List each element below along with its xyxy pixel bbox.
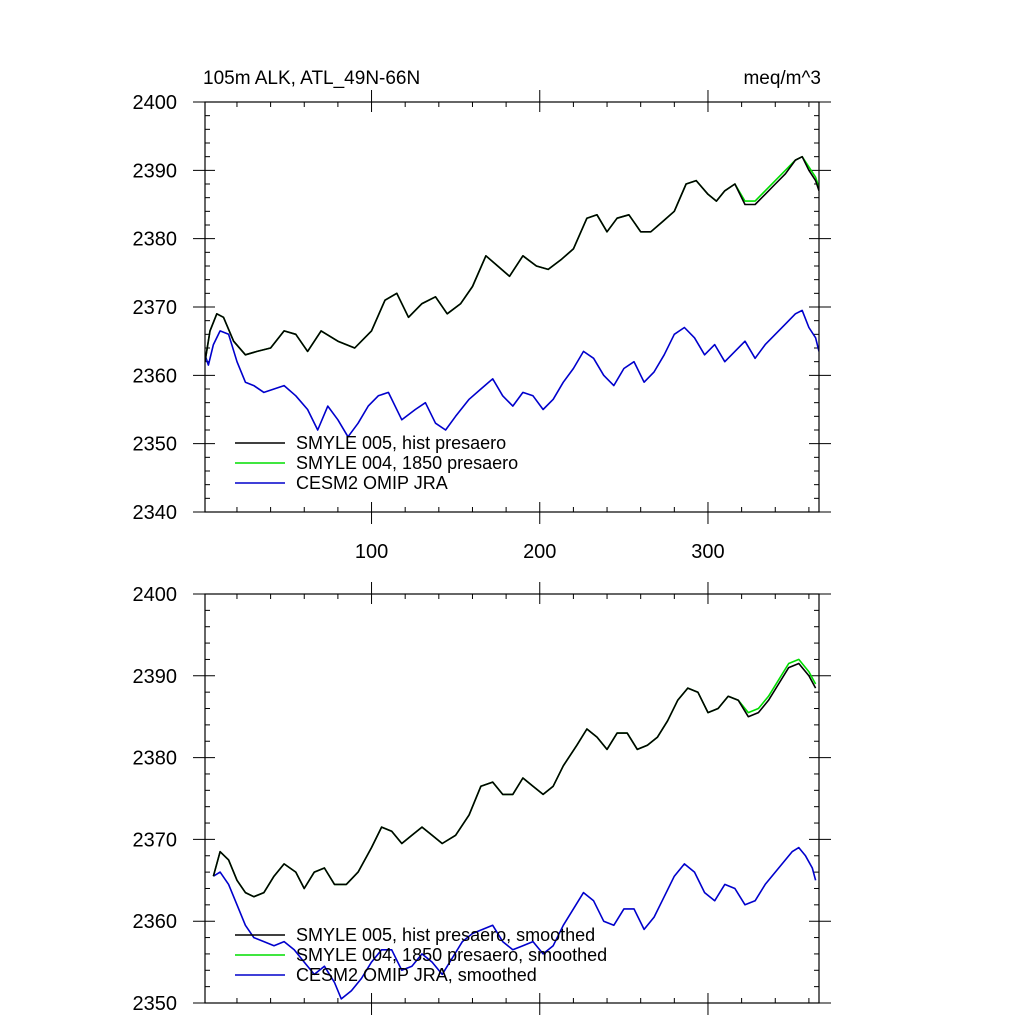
y-tick-label: 2350: [133, 434, 178, 456]
series-line-2: [212, 658, 817, 898]
series-line-1: [205, 155, 819, 362]
y-tick-label: 2390: [133, 160, 178, 182]
y-tick-label: 2400: [133, 584, 178, 606]
series-lines: [205, 155, 819, 438]
y-tick-label: 2370: [133, 297, 178, 319]
units-label: meq/m^3: [743, 68, 821, 89]
series-line-2: [205, 155, 819, 362]
y-tick-label: 2400: [133, 92, 178, 114]
y-tick-label: 2350: [133, 993, 178, 1015]
legend-label: SMYLE 004, 1850 presaero: [296, 453, 518, 473]
top-panel: 105m ALK, ATL_49N-66N meq/m^3 100 200 300 234…: [133, 68, 831, 563]
x-tick-label: 100: [355, 541, 388, 563]
y-tick-label: 2340: [133, 502, 178, 524]
legend-label: SMYLE 004, 1850 presaero, smoothed: [296, 945, 607, 965]
y-tick-label: 2380: [133, 748, 178, 770]
series-line-3: [212, 846, 817, 1000]
bottom-panel: 2350 2360 2370 2380 2390 2400 SMYLE 005, hist …: [133, 582, 831, 1015]
plot-frame: [204, 593, 820, 1004]
x-tick-label: 200: [523, 541, 556, 563]
y-tick-label: 2390: [133, 666, 178, 688]
series-line-1: [212, 662, 817, 898]
plot-frame: [204, 101, 820, 513]
series-lines: [212, 658, 817, 1000]
x-tick-label: 300: [691, 541, 724, 563]
legend-label: CESM2 OMIP JRA: [296, 473, 448, 493]
y-tick-label: 2360: [133, 911, 178, 933]
series-line-3: [205, 309, 819, 438]
legend-label: SMYLE 005, hist presaero, smoothed: [296, 925, 595, 945]
chart-title: 105m ALK, ATL_49N-66N: [203, 68, 420, 89]
y-tick-label: 2380: [133, 229, 178, 251]
legend-label: CESM2 OMIP JRA, smoothed: [296, 965, 537, 985]
y-tick-label: 2360: [133, 365, 178, 387]
legend-label: SMYLE 005, hist presaero: [296, 433, 506, 453]
y-tick-label: 2370: [133, 829, 178, 851]
